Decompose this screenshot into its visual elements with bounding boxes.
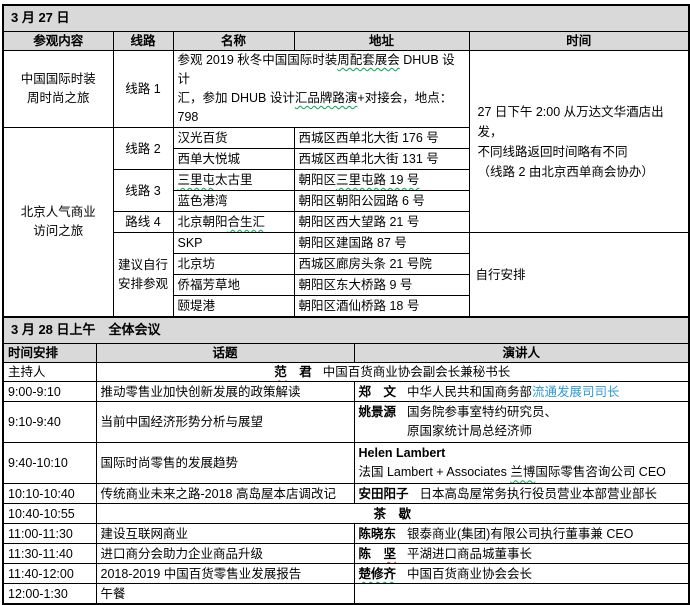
speaker-name: 楚修齐 [358, 566, 397, 581]
speaker-cell: 郑 文中华人民共和国商务部流通发展司司长 [353, 381, 690, 403]
stop-name: 北京坊 [172, 253, 295, 276]
stop-name: 汉光百货 [172, 127, 295, 150]
speaker-cell-empty [353, 583, 690, 605]
stop-address: 西城区西单北大街 131 号 [293, 148, 470, 171]
time-slot: 11:40-12:00 [2, 563, 97, 585]
name-header: 名称 [172, 30, 295, 52]
stop-address: 西城区廊房头条 21 号院 [293, 253, 470, 276]
speaker-name: 陈 坚 [358, 546, 397, 561]
stop-name: 北京朝阳合生汇 [172, 211, 295, 234]
speaker-cell: 安田阳子 日本高岛屋常务执行役员营业本部营业部长 [353, 483, 690, 505]
route-1-description: 参观 2019 秋冬中国国际时装周配套展会 DHUB 设计 汇，参加 DHUB … [172, 50, 470, 129]
speaker-title: 平湖进口商品城董事长 [407, 546, 533, 561]
stop-address: 朝阳区三里屯路 19 号 [293, 169, 470, 192]
speaker-cell: 楚修齐 中国百货商业协会会长 [353, 563, 690, 585]
tour-group-fashion-week: 中国国际时装 周时尚之旅 [2, 50, 114, 129]
stop-address: 朝阳区西大望路 21 号 [293, 211, 470, 234]
day2-agenda-table: 3 月 28 日上午 全体会议 时间安排 话题 演讲人 主持人 范 君中国百货商… [2, 316, 690, 605]
speaker-title: 日本高岛屋常务执行役员营业本部营业部长 [419, 486, 658, 501]
time-schedule-header: 时间安排 [2, 343, 97, 364]
speaker-title: 法国 Lambert + Associates 兰博国际零售咨询公司 CEO [358, 465, 666, 480]
route-1-label: 线路 1 [112, 50, 174, 129]
topic-cell: 进口商分会助力企业商品升级 [95, 543, 355, 565]
speaker-cell: Helen Lambert 法国 Lambert + Associates 兰博… [353, 442, 690, 485]
lunch-label: 午餐 [95, 583, 355, 605]
time-slot: 12:00-1:30 [2, 583, 97, 605]
stop-name: 西单大悦城 [172, 148, 295, 171]
self-arranged-label: 建议自行 安排参观 [112, 232, 174, 318]
speaker-title: 银泰商业(集团)有限公司执行董事兼 CEO [407, 526, 634, 541]
flow-development-dept-link[interactable]: 流通发展司司长 [532, 384, 620, 399]
speaker-title: 中华人民共和国商务部 [407, 384, 533, 399]
speaker-name: 郑 文 [358, 384, 397, 399]
topic-header: 话题 [95, 343, 355, 364]
stop-name: 侨福芳草地 [172, 274, 295, 297]
address-header: 地址 [293, 30, 470, 52]
topic-cell: 推动零售业加快创新发展的政策解读 [95, 381, 355, 403]
route-4-label: 路线 4 [112, 211, 174, 234]
topic-cell: 国际时尚零售的发展趋势 [95, 442, 355, 485]
time-slot: 9:00-9:10 [2, 381, 97, 403]
stop-name: 三里屯太古里 [172, 169, 295, 192]
tea-break-label: 茶 歇 [95, 503, 690, 525]
time-slot: 11:00-11:30 [2, 523, 97, 545]
day2-section-title: 3 月 28 日上午 全体会议 [2, 316, 690, 345]
topic-cell: 2018-2019 中国百货零售业发展报告 [95, 563, 355, 585]
stop-name: SKP [172, 232, 295, 255]
stop-address: 朝阳区东大桥路 9 号 [293, 274, 470, 297]
speaker-name: Helen Lambert [358, 446, 446, 461]
time-slot: 10:40-10:55 [2, 503, 97, 525]
speaker-name: 陈晓东 [358, 526, 397, 541]
stop-name: 颐堤港 [172, 295, 295, 318]
stop-address: 朝阳区酒仙桥路 18 号 [293, 295, 470, 318]
time-slot: 11:30-11:40 [2, 543, 97, 565]
speaker-title: 国务院参事室特约研究员、 原国家统计局总经济师 [407, 405, 558, 439]
stop-name: 蓝色港湾 [172, 190, 295, 213]
host-label: 主持人 [2, 362, 97, 383]
speaker-name: 安田阳子 [358, 486, 409, 501]
speaker-title: 中国百货商业协会会长 [407, 566, 533, 581]
time-slot: 10:10-10:40 [2, 483, 97, 505]
topic-cell: 当前中国经济形势分析与展望 [95, 401, 355, 444]
self-arrange-time-note: 自行安排 [468, 232, 690, 318]
speaker-cell: 陈晓东 银泰商业(集团)有限公司执行董事兼 CEO [353, 523, 690, 545]
day1-section-title: 3 月 27 日 [2, 4, 690, 32]
time-slot: 9:10-9:40 [2, 401, 97, 444]
stop-address: 朝阳区建国路 87 号 [293, 232, 470, 255]
route-header: 线路 [112, 30, 174, 52]
topic-cell: 建设互联网商业 [95, 523, 355, 545]
host-name-title: 范 君中国百货商业协会副会长兼秘书长 [95, 362, 690, 383]
day1-schedule-table: 3 月 27 日 参观内容 线路 名称 地址 时间 中国国际时装 周时尚之旅 线… [2, 4, 690, 319]
departure-time-note: 27 日下午 2:00 从万达文华酒店出发， 不同线路返回时间略有不同 （线路 … [468, 50, 690, 234]
speaker-cell: 姚景源 国务院参事室特约研究员、 原国家统计局总经济师 [353, 401, 690, 444]
speaker-header: 演讲人 [353, 343, 690, 364]
time-slot: 9:40-10:10 [2, 442, 97, 485]
stop-address: 朝阳区朝阳公园路 6 号 [293, 190, 470, 213]
time-header: 时间 [468, 30, 690, 52]
visit-content-header: 参观内容 [2, 30, 114, 52]
topic-cell: 传统商业未来之路-2018 高岛屋本店调改记 [95, 483, 355, 505]
speaker-name: 姚景源 [358, 405, 397, 420]
tour-group-popular-commerce: 北京人气商业 访问之旅 [2, 127, 114, 318]
route-3-label: 线路 3 [112, 169, 174, 213]
host-name: 范 君 [274, 365, 312, 380]
speaker-cell: 陈 坚平湖进口商品城董事长 [353, 543, 690, 565]
stop-address: 西城区西单北大街 176 号 [293, 127, 470, 150]
route-2-label: 线路 2 [112, 127, 174, 171]
